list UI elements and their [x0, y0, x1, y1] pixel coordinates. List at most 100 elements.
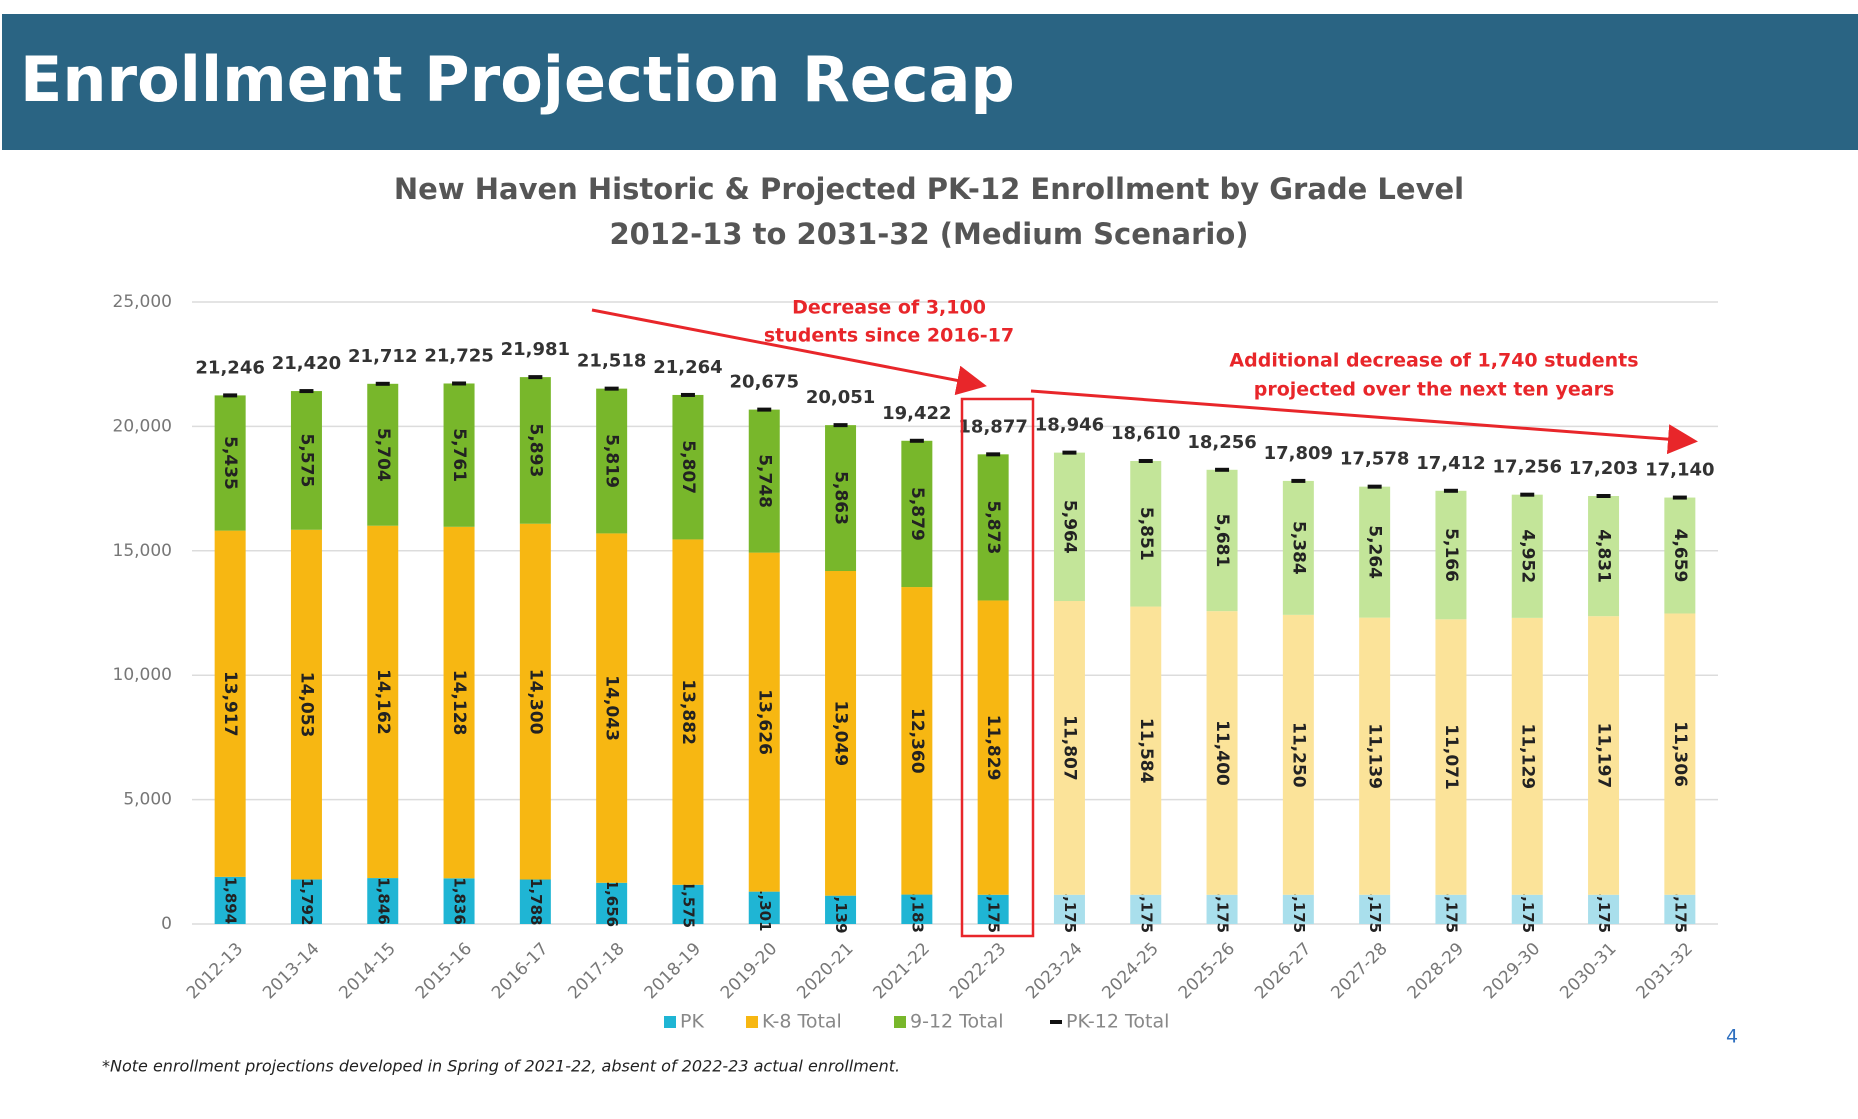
- y-tick-label: 15,000: [113, 541, 172, 561]
- bar-segment: [748, 891, 780, 924]
- bar-segment: [1359, 617, 1391, 895]
- bar-segment: [901, 894, 933, 924]
- value-label: 1,792: [298, 878, 316, 925]
- value-label: 1,301: [756, 884, 774, 931]
- bar-segment: [977, 454, 1009, 601]
- bar-segment: [290, 391, 322, 530]
- bar-segment: [1053, 452, 1085, 602]
- legend-swatch: [894, 1016, 906, 1028]
- legend-label: K-8 Total: [762, 1011, 842, 1033]
- value-label: 1,575: [679, 881, 697, 928]
- x-tick-label: 2015-16: [412, 939, 476, 1003]
- bar-segment: [1206, 611, 1238, 895]
- annotation: Decrease of 3,100: [792, 297, 986, 319]
- total-label: 17,412: [1416, 453, 1485, 474]
- value-label: 11,584: [1136, 718, 1156, 784]
- page-number: 4: [1726, 1026, 1738, 1048]
- bar-segment: [367, 878, 399, 924]
- bar-segment: [672, 394, 704, 540]
- total-label: 18,877: [958, 416, 1027, 437]
- value-label: 14,053: [296, 672, 316, 738]
- x-tick-label: 2019-20: [717, 939, 781, 1003]
- value-label: 1,183: [908, 886, 926, 933]
- header-band: [2, 14, 1858, 150]
- value-label: 1,175: [1595, 886, 1613, 933]
- chart-title: 2012-13 to 2031-32 (Medium Scenario): [609, 217, 1248, 251]
- value-label: 4,831: [1594, 529, 1614, 583]
- total-label: 17,578: [1340, 449, 1409, 470]
- value-label: 11,197: [1594, 723, 1614, 789]
- bar-segment: [672, 539, 704, 885]
- bar-segment: [825, 425, 857, 572]
- bar-segment: [367, 525, 399, 879]
- x-tick-label: 2025-26: [1175, 939, 1239, 1003]
- x-tick-label: 2029-30: [1480, 939, 1544, 1003]
- bar-segment: [1511, 494, 1543, 618]
- bar-segment: [596, 882, 628, 924]
- bar-segment: [1130, 894, 1162, 924]
- x-tick-label: 2017-18: [564, 939, 628, 1003]
- bar-segment: [596, 388, 628, 534]
- value-label: 12,360: [907, 708, 927, 774]
- value-label: 5,964: [1059, 500, 1079, 554]
- value-label: 11,400: [1212, 720, 1232, 786]
- value-label: 14,043: [602, 675, 622, 741]
- total-label: 17,203: [1569, 458, 1638, 479]
- bar-segment: [1435, 490, 1467, 620]
- bar-segment: [367, 383, 399, 526]
- value-label: 1,846: [374, 877, 392, 924]
- value-label: 13,626: [754, 689, 774, 755]
- bar-segment: [977, 600, 1009, 895]
- total-label: 19,422: [882, 403, 951, 424]
- bar-segment: [748, 409, 780, 553]
- y-tick-label: 25,000: [113, 292, 172, 312]
- bar-segment: [596, 533, 628, 883]
- value-label: 5,761: [449, 428, 469, 482]
- bar-segment: [901, 440, 933, 588]
- bar-segment: [443, 526, 475, 879]
- legend-swatch: [746, 1016, 758, 1028]
- y-tick-label: 10,000: [113, 665, 172, 685]
- total-label: 21,981: [501, 339, 570, 360]
- value-label: 1,175: [1671, 886, 1689, 933]
- value-label: 1,139: [832, 886, 850, 933]
- value-label: 11,129: [1517, 724, 1537, 790]
- value-label: 1,175: [1366, 886, 1384, 933]
- value-label: 1,175: [985, 886, 1003, 933]
- value-label: 5,863: [831, 471, 851, 525]
- value-label: 1,175: [1214, 886, 1232, 933]
- trend-arrow: [1030, 389, 1698, 455]
- value-label: 1,894: [222, 877, 240, 924]
- total-label: 18,946: [1035, 415, 1104, 436]
- value-label: 5,807: [678, 440, 698, 494]
- chart-title: New Haven Historic & Projected PK-12 Enr…: [394, 172, 1464, 206]
- bar-segment: [443, 878, 475, 924]
- value-label: 14,162: [373, 669, 393, 735]
- x-tick-label: 2024-25: [1098, 939, 1162, 1003]
- value-label: 5,166: [1441, 528, 1461, 582]
- bar-segment: [748, 552, 780, 892]
- legend-label: PK-12 Total: [1066, 1011, 1169, 1033]
- total-label: 18,610: [1111, 423, 1180, 444]
- value-label: 1,175: [1519, 886, 1537, 933]
- value-label: 1,836: [451, 877, 469, 924]
- value-label: 4,659: [1670, 529, 1690, 583]
- bar-segment: [825, 895, 857, 924]
- value-label: 5,704: [373, 428, 393, 482]
- total-label: 21,264: [653, 357, 722, 378]
- bar-segment: [214, 876, 246, 924]
- legend-label: PK: [680, 1011, 704, 1033]
- x-tick-label: 2020-21: [793, 939, 857, 1003]
- annotation: Additional decrease of 1,740 students: [1229, 350, 1638, 372]
- value-label: 14,300: [525, 669, 545, 735]
- x-tick-label: 2012-13: [183, 939, 247, 1003]
- total-label: 17,809: [1264, 443, 1333, 464]
- bar-segment: [1588, 495, 1620, 617]
- total-label: 21,518: [577, 351, 646, 372]
- value-label: 5,575: [296, 434, 316, 488]
- bar-segment: [1053, 601, 1085, 895]
- value-label: 13,049: [831, 701, 851, 767]
- x-tick-label: 2030-31: [1556, 939, 1620, 1003]
